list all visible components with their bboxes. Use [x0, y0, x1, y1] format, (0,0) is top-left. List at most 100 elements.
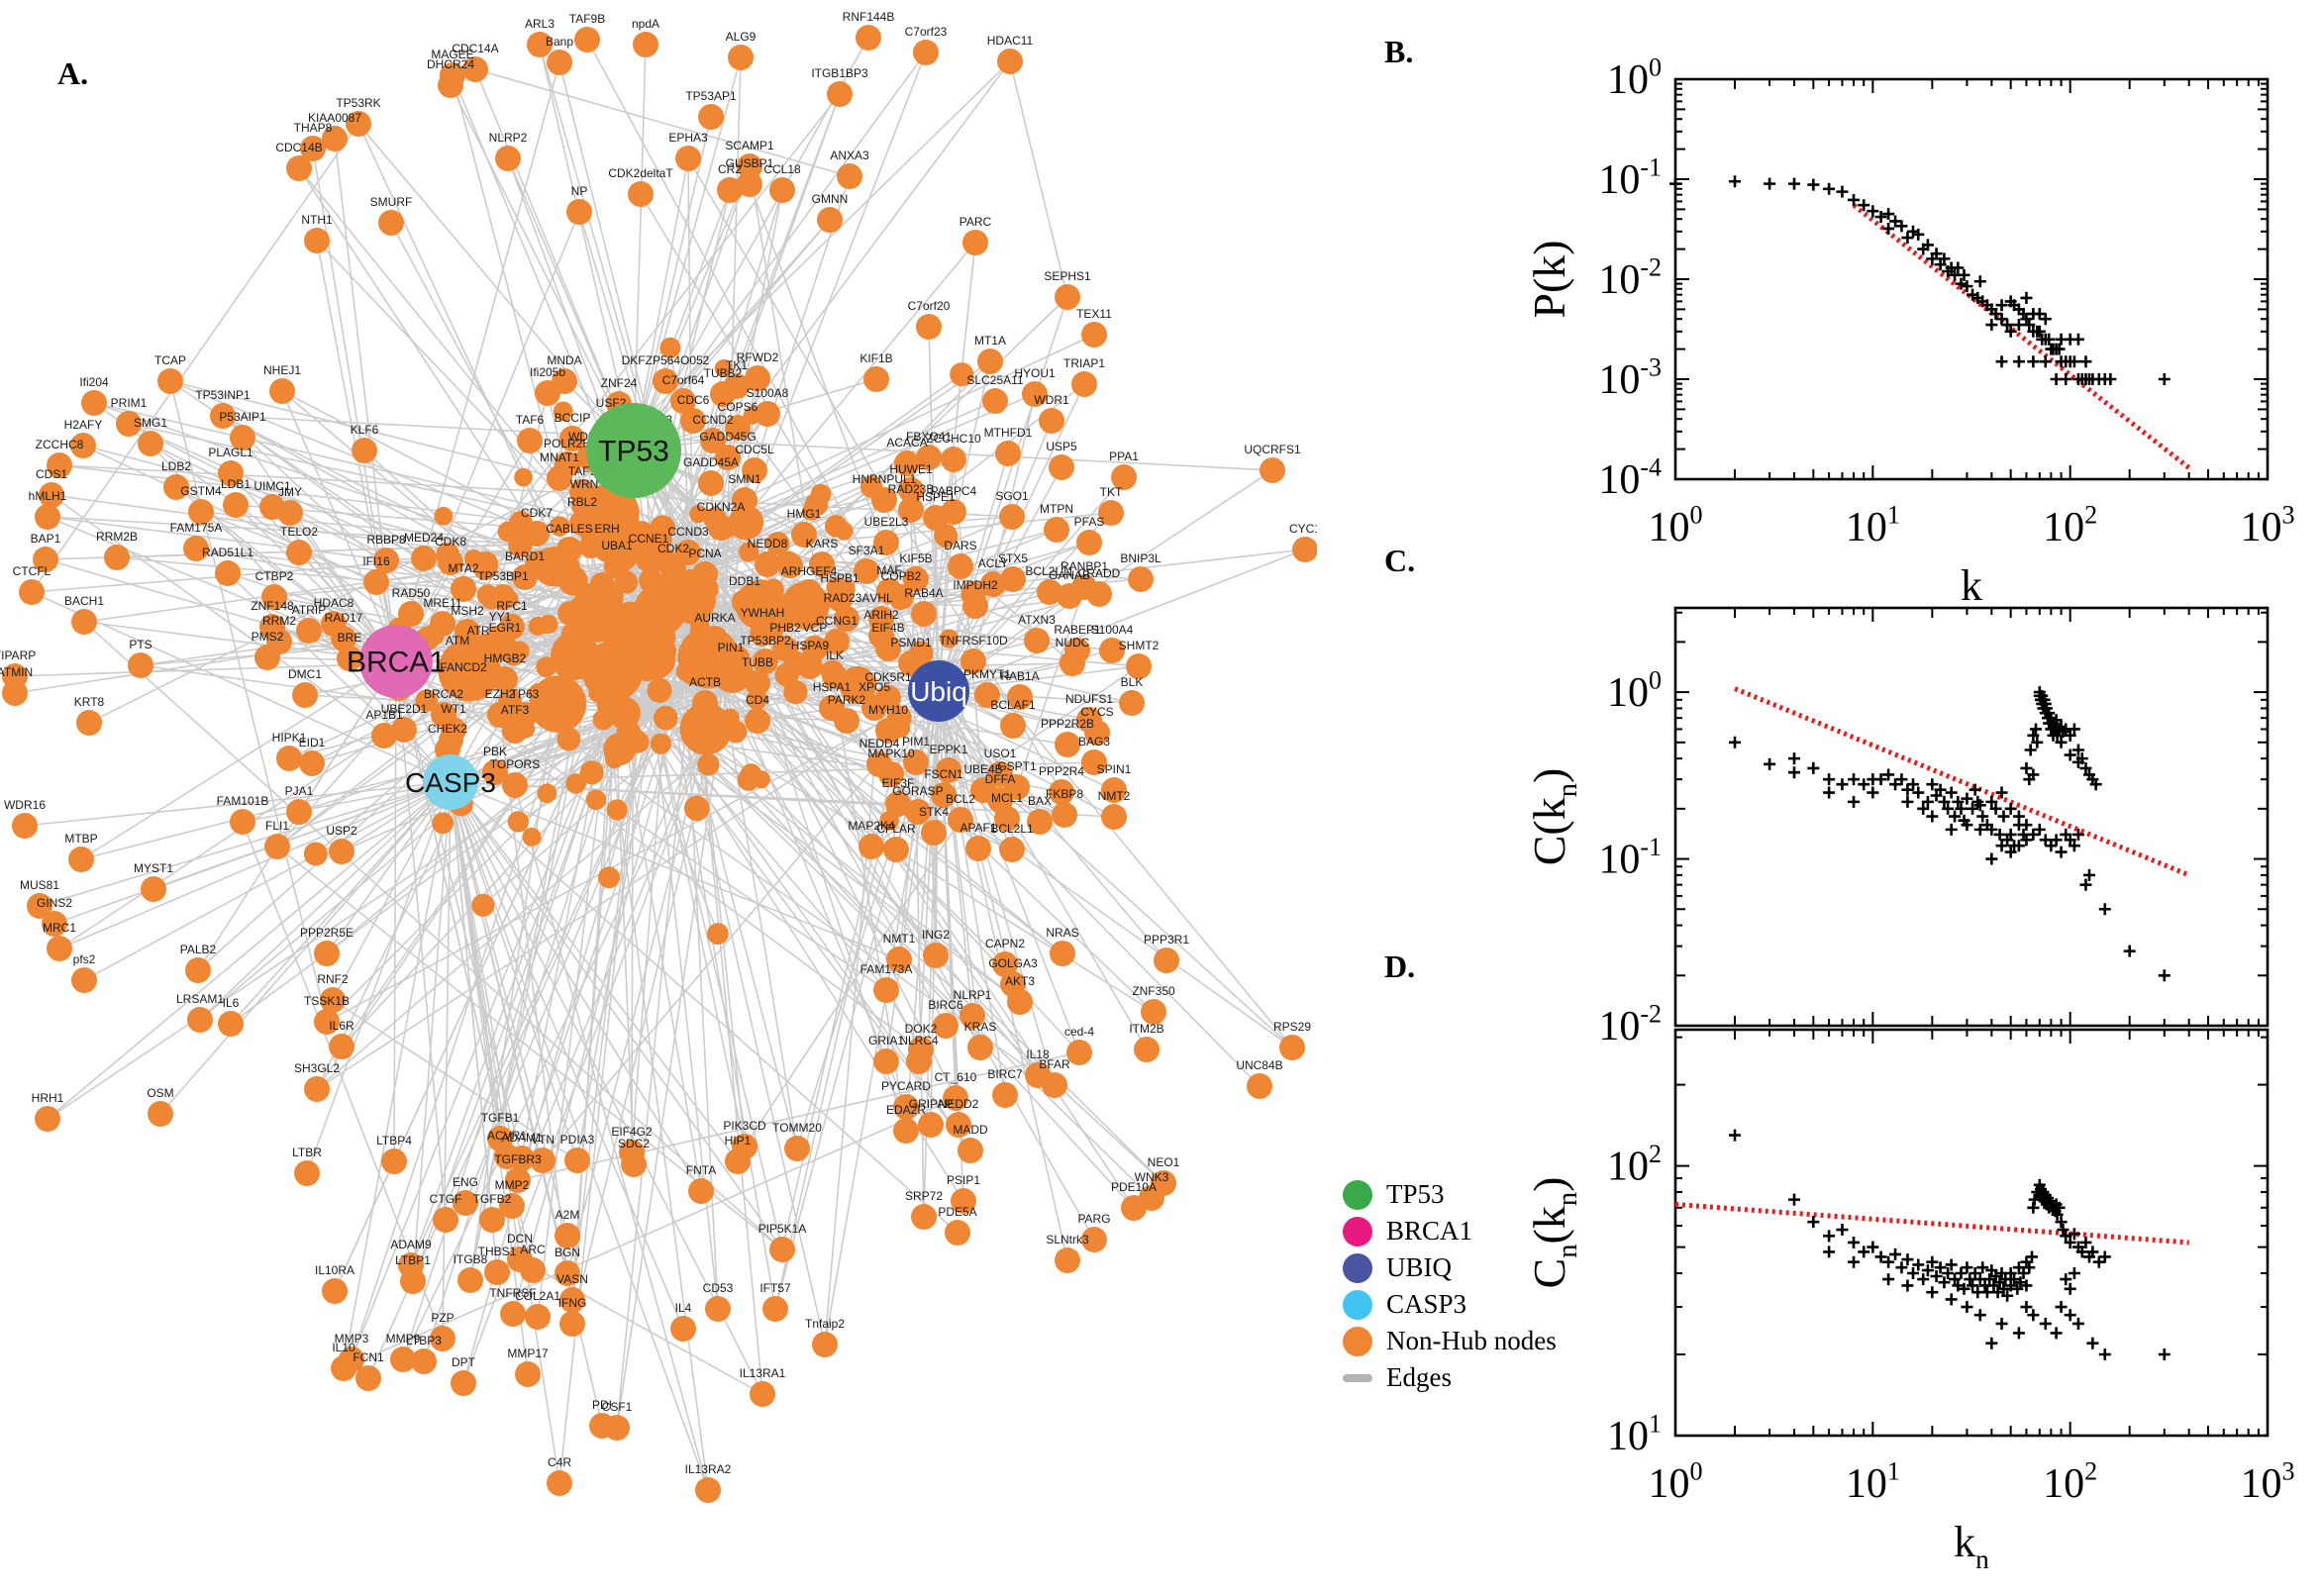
- network-node-label: KARS: [806, 537, 839, 550]
- network-node-label: Ifi205b: [530, 365, 565, 379]
- network-node: [974, 682, 1000, 708]
- network-node: [653, 705, 678, 731]
- network-node-label: ATMIN: [0, 665, 33, 679]
- network-node-label: THAP8: [294, 121, 333, 135]
- network-node: [720, 708, 740, 728]
- network-node: [604, 749, 624, 769]
- network-node-label: CCL18: [763, 162, 801, 176]
- svg-text:103: 103: [2240, 1456, 2294, 1507]
- network-node-label: YY1: [489, 610, 512, 624]
- network-node-label: ADAM1: [501, 1131, 543, 1145]
- network-node: [505, 1167, 531, 1193]
- network-node: [911, 601, 937, 627]
- network-node: [547, 50, 572, 75]
- network-node: [294, 1160, 320, 1186]
- network-node-label: NLRC4: [899, 1034, 939, 1047]
- network-node-label: BGN: [555, 1246, 580, 1259]
- network-node-label: HSPA9: [791, 639, 830, 652]
- network-node: [269, 378, 295, 404]
- network-node-label: RFWD2: [737, 350, 779, 364]
- network-node-label: IL13RA1: [740, 1366, 786, 1380]
- network-node-label: MAGEE: [431, 48, 473, 61]
- network-node: [769, 1237, 795, 1262]
- network-node: [141, 876, 166, 902]
- network-node: [598, 866, 620, 889]
- network-node-label: CCND3: [667, 525, 709, 539]
- network-node-label: P53AIP1: [219, 410, 266, 424]
- network-node-label: CTGF: [430, 1192, 462, 1206]
- network-node: [1039, 408, 1064, 434]
- network-node: [555, 1260, 580, 1286]
- network-node: [47, 452, 72, 478]
- network-node: [547, 1470, 572, 1496]
- network-node: [977, 349, 1003, 374]
- network-node: [547, 465, 572, 491]
- network-node-label: PSIP1: [947, 1173, 980, 1187]
- network-node-label: TRIAP1: [1063, 356, 1105, 370]
- network-node-label: FNTA: [686, 1163, 716, 1177]
- network-node-label: XPO5: [858, 680, 890, 694]
- network-node-label: RAB4A: [904, 586, 943, 600]
- panel-d-label: D.: [1384, 948, 1416, 984]
- network-node-label: ING2: [922, 928, 950, 942]
- network-node: [464, 549, 484, 569]
- legend-item-label: CASP3: [1386, 1289, 1467, 1319]
- network-node-label: ACLY: [978, 556, 1008, 570]
- network-node-label: CDKN2A: [697, 500, 746, 514]
- network-node-label: FLI1: [265, 819, 289, 833]
- network-node: [827, 81, 853, 107]
- network-node: [286, 540, 312, 565]
- network-node: [381, 1148, 407, 1174]
- network-node: [946, 1112, 971, 1138]
- network-node: [630, 521, 654, 545]
- network-node: [286, 155, 312, 181]
- network-node-label: NEDD2: [939, 1097, 979, 1111]
- hub-label-brca1: BRCA1: [347, 647, 446, 679]
- network-node-label: ALG9: [726, 30, 757, 44]
- network-node: [706, 923, 729, 946]
- network-node-label: S100A8: [747, 386, 789, 400]
- svg-text:10-1: 10-1: [1598, 152, 1662, 203]
- network-node: [304, 228, 330, 253]
- network-node-label: SGO1: [995, 489, 1029, 503]
- network-node: [763, 601, 782, 620]
- network-node: [188, 499, 214, 525]
- network-node: [517, 428, 543, 453]
- network-node: [27, 893, 52, 919]
- network-node-label: RRM2: [262, 614, 296, 628]
- network-node: [1081, 749, 1107, 775]
- network-node-label: PSMD1: [890, 636, 932, 649]
- network-node: [524, 521, 550, 547]
- svg-text:100: 100: [1648, 500, 1702, 550]
- network-node-label: KIAA0087: [308, 111, 361, 125]
- network-node: [1134, 1037, 1160, 1062]
- network-node-label: TGFB1: [481, 1111, 520, 1125]
- network-node: [945, 1220, 970, 1246]
- network-node: [286, 799, 312, 825]
- network-node: [322, 1278, 348, 1304]
- network-node-label: MYST1: [134, 861, 173, 875]
- network-node-label: NTH1: [301, 213, 333, 227]
- network-node: [1111, 464, 1137, 490]
- network-node: [556, 727, 581, 751]
- network-node: [507, 811, 529, 833]
- network-node-label: SCAMP1: [725, 139, 774, 152]
- network-node-label: A2M: [556, 1208, 580, 1222]
- network-node-label: UNC84B: [1236, 1058, 1282, 1072]
- network-node: [104, 545, 130, 570]
- network-node: [875, 636, 901, 661]
- network-node-label: FCN1: [353, 1350, 384, 1364]
- network-node-label: MADD: [953, 1123, 988, 1137]
- network-node-label: IMPDH2: [953, 578, 998, 592]
- network-node: [434, 506, 454, 526]
- network-node-label: CDS1: [36, 467, 67, 481]
- network-node-label: LTBP4: [376, 1134, 412, 1147]
- network-node: [905, 799, 931, 825]
- network-node: [1050, 941, 1075, 966]
- network-node-label: DARS: [944, 539, 976, 552]
- network-node: [560, 623, 585, 647]
- network-node: [128, 652, 153, 678]
- network-node-label: PCNA: [688, 547, 721, 560]
- network-node-label: MMP2: [495, 1178, 530, 1192]
- network-node: [650, 733, 672, 754]
